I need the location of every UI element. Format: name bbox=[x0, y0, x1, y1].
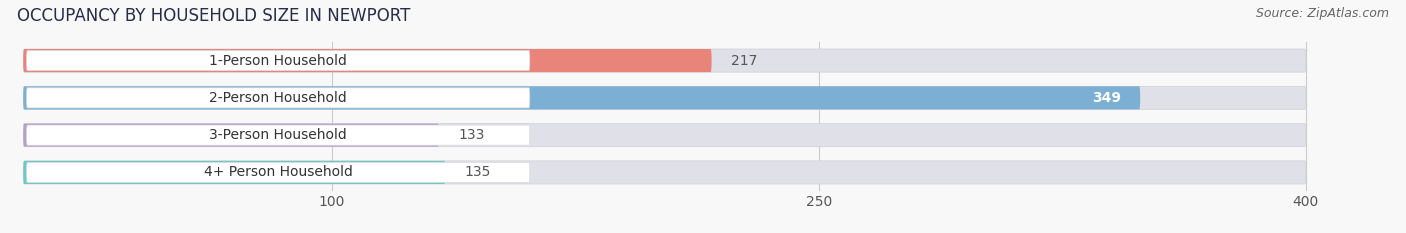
FancyBboxPatch shape bbox=[24, 161, 1306, 184]
Text: OCCUPANCY BY HOUSEHOLD SIZE IN NEWPORT: OCCUPANCY BY HOUSEHOLD SIZE IN NEWPORT bbox=[17, 7, 411, 25]
FancyBboxPatch shape bbox=[24, 123, 439, 147]
Text: 133: 133 bbox=[458, 128, 485, 142]
Text: 4+ Person Household: 4+ Person Household bbox=[204, 165, 353, 179]
FancyBboxPatch shape bbox=[24, 49, 711, 72]
FancyBboxPatch shape bbox=[27, 162, 530, 182]
FancyBboxPatch shape bbox=[24, 86, 1140, 110]
FancyBboxPatch shape bbox=[27, 125, 530, 145]
FancyBboxPatch shape bbox=[24, 161, 446, 184]
Text: 3-Person Household: 3-Person Household bbox=[209, 128, 347, 142]
FancyBboxPatch shape bbox=[24, 86, 1306, 110]
Text: 1-Person Household: 1-Person Household bbox=[209, 54, 347, 68]
FancyBboxPatch shape bbox=[24, 49, 1306, 72]
FancyBboxPatch shape bbox=[27, 88, 530, 108]
Text: 2-Person Household: 2-Person Household bbox=[209, 91, 347, 105]
Text: 135: 135 bbox=[465, 165, 491, 179]
Text: Source: ZipAtlas.com: Source: ZipAtlas.com bbox=[1256, 7, 1389, 20]
Text: 217: 217 bbox=[731, 54, 758, 68]
Text: 349: 349 bbox=[1091, 91, 1121, 105]
FancyBboxPatch shape bbox=[24, 123, 1306, 147]
FancyBboxPatch shape bbox=[27, 51, 530, 71]
